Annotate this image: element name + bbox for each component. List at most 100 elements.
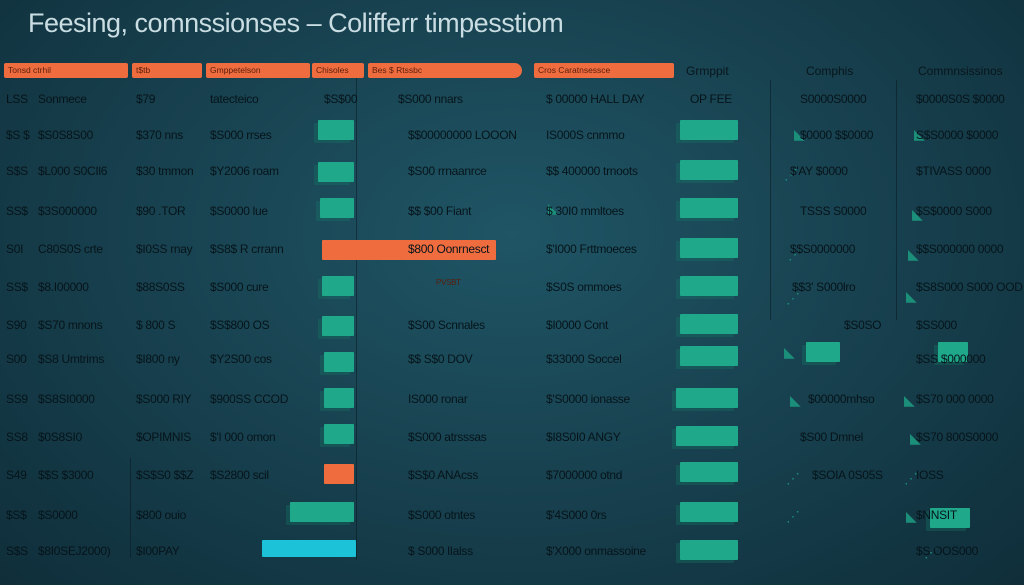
table-cell: $$S $3000 [38, 468, 94, 482]
table-cell: tatecteico [210, 92, 259, 106]
table-cell: $S8 Umtrims [38, 352, 105, 366]
table-cell: TSSS S0000 [800, 204, 867, 218]
leaf-icon: ⋰ [786, 290, 800, 306]
table-cell: $8I0SEJ2000) [38, 544, 111, 558]
table-cell: $S2800 scil [210, 468, 269, 482]
green-bar [680, 462, 738, 482]
table-cell: $S000 atrsssas [408, 430, 487, 444]
table-cell: $S000 nnars [398, 92, 463, 106]
leaf-icon: ◣ [794, 126, 805, 142]
table-cell: $800 Oonrnesct [408, 242, 490, 256]
leaf-icon: ◣ [908, 246, 919, 262]
header-bar-1: t$tb [132, 63, 202, 78]
table-cell: $ 30I0 mmltoes [546, 204, 624, 218]
table-cell: $00000mhso [808, 392, 875, 406]
green-bar [680, 540, 738, 560]
table-cell: $S70 800S0000 [916, 430, 999, 444]
header-bar-3: Chisoles [312, 63, 364, 78]
table-cell: $30 tmmon [136, 164, 194, 178]
table-cell: $SS $000000 [916, 352, 986, 366]
leaf-icon: ⋰ [924, 544, 938, 560]
table-cell: $$00000000 LOOON [408, 128, 517, 142]
green-bar [322, 316, 354, 336]
table-cell: $I8S0I0 ANGY [546, 430, 621, 444]
green-bar [680, 502, 738, 522]
leaf-icon: ◣ [912, 206, 923, 222]
table-cell: $S $ [6, 128, 30, 142]
table-cell: SS$ [6, 280, 28, 294]
table-cell: S90 [6, 318, 27, 332]
green-bar [324, 388, 354, 408]
table-cell: $8.I00000 [38, 280, 89, 294]
table-cell: S49 [6, 468, 27, 482]
table-cell: $S$ [6, 508, 27, 522]
leaf-icon: ⋰ [784, 166, 798, 182]
table-cell: $90 .TOR [136, 204, 186, 218]
table-cell: $TIVASS 0000 [916, 164, 991, 178]
table-cell: $S0000 [38, 508, 78, 522]
leaf-icon: ◣ [904, 392, 915, 408]
table-cell: $ S000 lIalss [408, 544, 473, 558]
table-cell: $3S000000 [38, 204, 97, 218]
leaf-icon: ◣ [906, 288, 917, 304]
table-cell: $S$800 OS [210, 318, 270, 332]
table-cell: $S000 cure [210, 280, 269, 294]
table-cell: $S OOS000 [916, 544, 979, 558]
table-cell: S$S0000 $0000 [916, 128, 999, 142]
table-cell: $S000 otntes [408, 508, 476, 522]
table-cell: $$S0000000 [790, 242, 856, 256]
table-cell: S0I [6, 242, 24, 256]
table-cell: $S$0000 S000 [916, 204, 992, 218]
table-cell: IS000 ronar [408, 392, 468, 406]
table-cell: $ 800 S [136, 318, 176, 332]
green-bar [680, 120, 738, 140]
table-cell: $S0SO [844, 318, 882, 332]
leaf-icon: ⋰ [786, 470, 800, 486]
green-bar [324, 424, 354, 444]
table-cell: $S0S ommoes [546, 280, 622, 294]
table-cell: $$ S$0 DOV [408, 352, 473, 366]
page-title: Feesing, comnssionses – Colifferr timpes… [28, 8, 564, 38]
green-bar [324, 352, 354, 372]
header-label-1: Comphis [806, 64, 854, 78]
table-cell: $S$S0 $$Z [136, 468, 194, 482]
orange-bar [322, 240, 496, 260]
header-bar-5: Cros Caratnsessce [534, 63, 674, 78]
table-cell: $800 ouio [136, 508, 187, 522]
green-bar [322, 276, 354, 296]
column-divider [356, 78, 357, 560]
leaf-icon: ◣ [906, 508, 917, 524]
table-cell: $S70 mnons [38, 318, 103, 332]
table-cell: $900SS CCOD [210, 392, 289, 406]
table-cell: $$3' S000lro [792, 280, 856, 294]
table-cell: LSS [6, 92, 28, 106]
header-bar-4: Bes $ Rtssbc [368, 63, 522, 78]
table-cell: $Y2006 roam [210, 164, 279, 178]
table-cell: $0000S0S $0000 [916, 92, 1005, 106]
table-cell: $88S0SS [136, 280, 185, 294]
header-bar-0: Tonsd ctrhil [4, 63, 128, 78]
table-cell: $'S0000 ionasse [546, 392, 630, 406]
orange-bar [324, 464, 354, 484]
table-cell: $370 nns [136, 128, 183, 142]
table-cell: $S00 rrnaanrce [408, 164, 487, 178]
table-cell: $$ $00 Fiant [408, 204, 472, 218]
column-divider [896, 80, 897, 320]
green-bar [680, 346, 738, 366]
green-bar [676, 426, 738, 446]
table-cell: $S000 RIY [136, 392, 192, 406]
cyan-bar [262, 540, 356, 557]
green-bar [930, 508, 970, 528]
table-cell: $SS000 [916, 318, 957, 332]
table-cell: S0000S0000 [800, 92, 867, 106]
green-bar [680, 276, 738, 296]
table-cell: $7000000 otnd [546, 468, 623, 482]
table-cell: $S8SI0000 [38, 392, 95, 406]
table-cell: $$ 400000 trnoots [546, 164, 638, 178]
green-bar [680, 198, 738, 218]
green-bar [680, 314, 738, 334]
green-bar [680, 238, 738, 258]
table-cell: C80S0S crte [38, 242, 103, 256]
leaf-icon: ◣ [548, 200, 559, 216]
green-bar [806, 342, 840, 362]
